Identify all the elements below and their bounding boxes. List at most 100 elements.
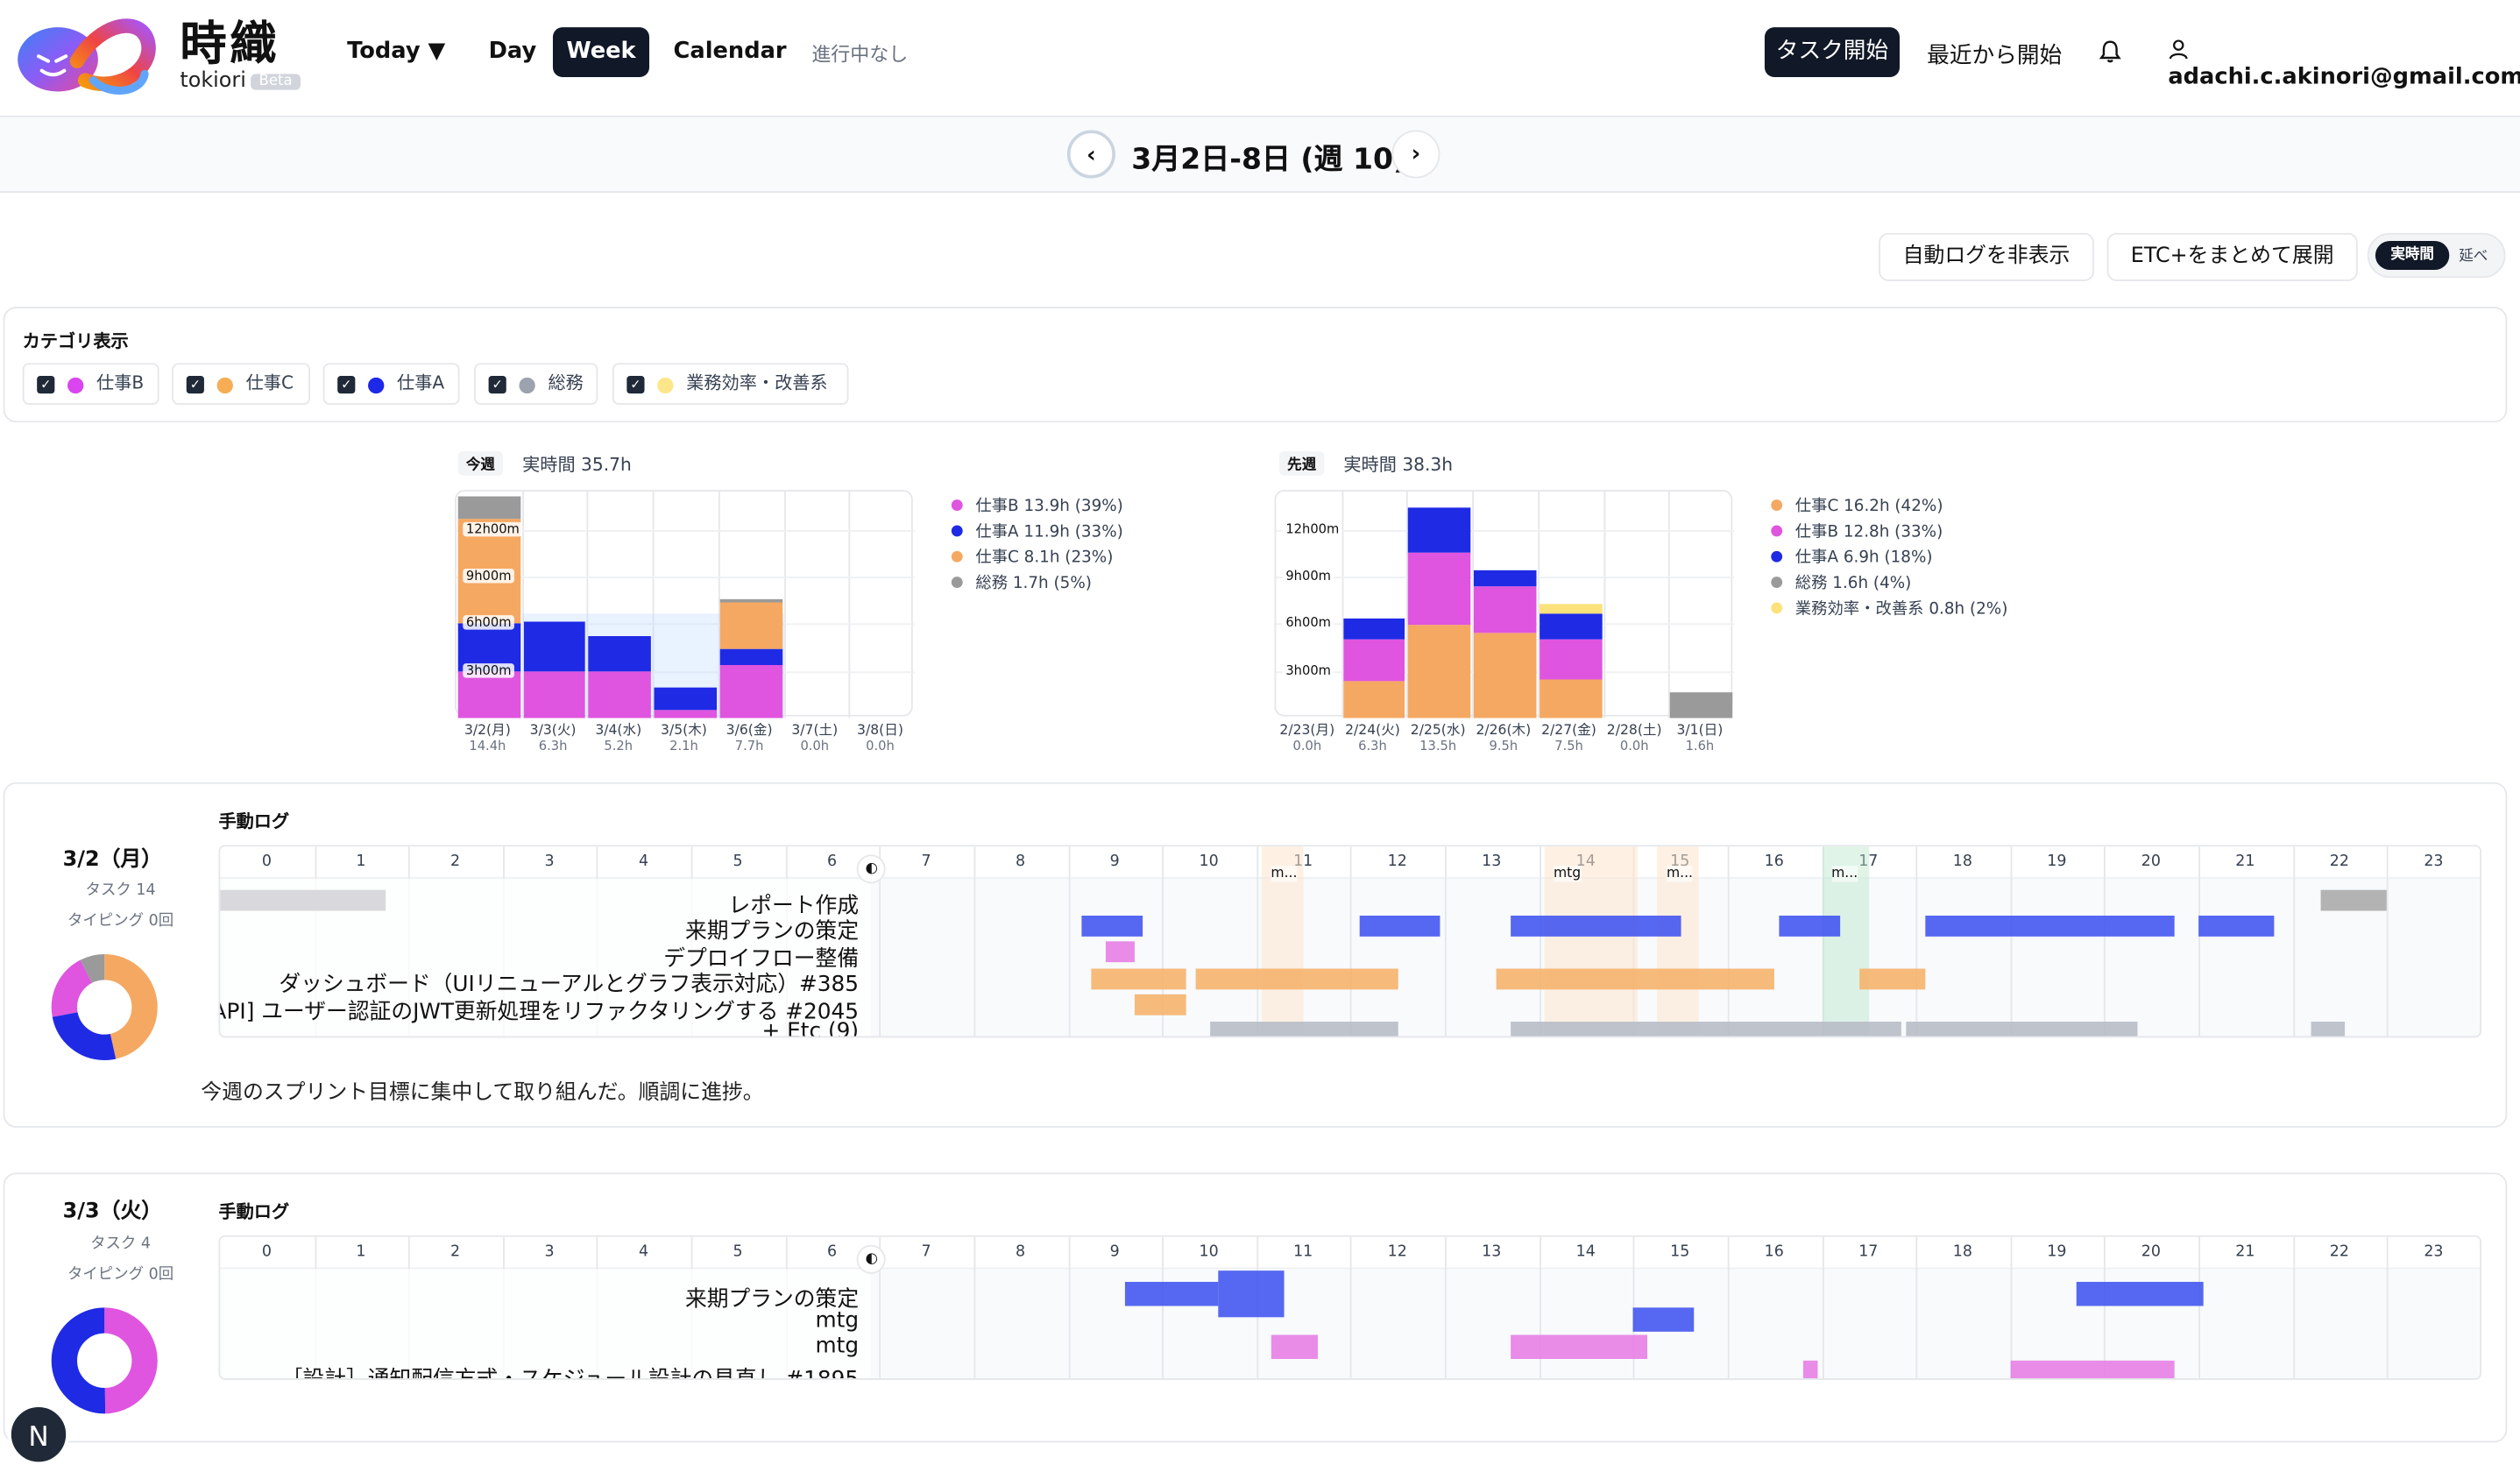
timeline-task-name[interactable]: [API] ユーザー認証のJWT更新処理をリファクタリングする #2045 xyxy=(218,998,860,1024)
start-task-button[interactable]: タスク開始 xyxy=(1764,27,1901,77)
time-mode-toggle[interactable]: 実時間 延べ xyxy=(2367,232,2506,279)
timeline-log-bar[interactable] xyxy=(1209,1021,1398,1037)
timeline-hour-line xyxy=(2010,846,2012,1037)
timeline-log-bar[interactable] xyxy=(2311,1021,2345,1037)
half-day-toggle-icon[interactable]: ◐ xyxy=(857,1244,887,1274)
timeline-log-bar[interactable] xyxy=(220,888,386,910)
chart-bar-segment[interactable] xyxy=(1539,678,1602,718)
timeline-task-name[interactable]: ダッシュボード（UIリニューアルとグラフ表示対応）#385 xyxy=(279,972,860,998)
timeline-log-bar[interactable] xyxy=(2320,888,2388,910)
timeline-log-bar[interactable] xyxy=(1497,967,1775,989)
chart-bar-segment[interactable] xyxy=(457,670,520,718)
category-checkbox[interactable]: ✓ xyxy=(37,375,55,394)
category-title: カテゴリ表示 xyxy=(22,330,129,352)
timeline-log-bar[interactable] xyxy=(1124,1281,1219,1306)
chart-bar-segment[interactable] xyxy=(1474,570,1537,586)
nav-week[interactable]: Week xyxy=(552,27,650,77)
timeline-hour-line xyxy=(1445,846,1447,1037)
timeline-log-bar[interactable] xyxy=(1802,1360,1817,1378)
chart-bar-segment[interactable] xyxy=(1408,625,1471,718)
meeting-band-label: m... xyxy=(1831,866,1858,882)
timeline-log-bar[interactable] xyxy=(1134,994,1186,1016)
timeline-log-bar[interactable] xyxy=(1925,915,2176,937)
day-timeline[interactable]: 01234567891011121314151617181920212223◐m… xyxy=(218,845,2481,1038)
category-checkbox[interactable]: ✓ xyxy=(186,375,204,394)
chart-bar-segment[interactable] xyxy=(654,710,717,718)
chart-bar-segment[interactable] xyxy=(1342,619,1405,640)
timeline-log-bar[interactable] xyxy=(1218,1270,1285,1317)
timeline-log-bar[interactable] xyxy=(1082,915,1143,937)
chart-bar-segment[interactable] xyxy=(719,648,782,665)
user-menu[interactable]: adachi.c.akinori@gmail.com xyxy=(2168,39,2520,90)
next-week-button[interactable]: › xyxy=(1391,130,1441,179)
prev-week-button[interactable]: ‹ xyxy=(1066,130,1115,179)
chart-bar-segment[interactable] xyxy=(1539,603,1602,614)
chart-bar-segment[interactable] xyxy=(719,664,782,718)
category-chip[interactable]: ✓ 仕事B xyxy=(22,363,159,405)
timeline-log-bar[interactable] xyxy=(2076,1281,2204,1306)
chart-bar-segment[interactable] xyxy=(1539,614,1602,640)
timeline-log-bar[interactable] xyxy=(1906,1021,2138,1037)
timeline-log-bar[interactable] xyxy=(1511,915,1681,937)
timeline-task-name[interactable]: mtg xyxy=(815,1333,860,1359)
timeline-log-bar[interactable] xyxy=(1859,967,1926,989)
timeline-task-name[interactable]: 来期プランの策定 xyxy=(684,919,860,945)
timeline-task-name[interactable]: ［設計］通知配信方式・スケジュール設計の見直し #1895 xyxy=(280,1366,860,1380)
toggle-real-time[interactable]: 実時間 xyxy=(2375,240,2450,270)
timeline-task-name[interactable]: mtg xyxy=(815,1306,860,1333)
chart-legend-item: 総務 1.7h (5%) xyxy=(951,569,1092,592)
chart-bar-segment[interactable] xyxy=(1474,585,1537,633)
category-checkbox[interactable]: ✓ xyxy=(626,375,645,394)
nav-day[interactable]: Day xyxy=(488,38,537,65)
category-chip[interactable]: ✓ 仕事A xyxy=(322,363,460,405)
recent-start-button[interactable]: 最近から開始 xyxy=(1927,43,2063,69)
timeline-task-name[interactable]: レポート作成 xyxy=(728,893,860,919)
chart-bar-segment[interactable] xyxy=(1408,506,1471,553)
timeline-task-name[interactable]: + Etc (9) xyxy=(761,1018,860,1038)
chart-bar-segment[interactable] xyxy=(1342,639,1405,683)
timeline-log-bar[interactable] xyxy=(1271,1334,1318,1359)
nav-calendar[interactable]: Calendar xyxy=(673,38,787,65)
chart-bar-segment[interactable] xyxy=(654,688,717,711)
chart-bar-segment[interactable] xyxy=(589,670,652,718)
day-timeline[interactable]: 0 1 2 3 4 5 6 7 8 9 10 11 12 13 14 15 16 17 18 19 20 21 22 23 ◐ 来… xyxy=(218,1235,2481,1380)
category-checkbox[interactable]: ✓ xyxy=(337,375,356,394)
timeline-log-bar[interactable] xyxy=(2198,915,2275,937)
chart-bar-segment[interactable] xyxy=(523,670,586,718)
chart-bar-segment[interactable] xyxy=(1342,682,1405,718)
category-chip[interactable]: ✓ 業務効率・改善系 xyxy=(612,363,849,405)
chart-bar-segment[interactable] xyxy=(1408,553,1471,626)
logo-icon[interactable] xyxy=(13,13,158,100)
timeline-log-bar[interactable] xyxy=(1633,1307,1695,1332)
chart-bar-segment[interactable] xyxy=(1670,692,1733,718)
nav-today-dropdown[interactable]: Today ▼ xyxy=(347,38,446,65)
chart-bar-segment[interactable] xyxy=(1539,639,1602,679)
timeline-log-bar[interactable] xyxy=(2010,1360,2176,1378)
timeline-log-bar[interactable] xyxy=(1360,915,1441,937)
timeline-log-bar[interactable] xyxy=(1511,1021,1902,1037)
chart-bar-segment[interactable] xyxy=(719,601,782,649)
category-checkbox[interactable]: ✓ xyxy=(488,375,506,394)
category-chip[interactable]: ✓ 総務 xyxy=(474,363,598,405)
bell-icon[interactable] xyxy=(2098,39,2123,64)
timeline-log-bar[interactable] xyxy=(1105,941,1135,963)
category-chip[interactable]: ✓ 仕事C xyxy=(172,363,310,405)
toggle-total-time[interactable]: 延べ xyxy=(2459,249,2488,265)
hide-auto-log-button[interactable]: 自動ログを非表示 xyxy=(1879,232,2094,281)
chart-bar-segment[interactable] xyxy=(523,621,586,671)
dev-badge[interactable]: N xyxy=(8,1404,69,1465)
chart-bar-segment[interactable] xyxy=(1474,633,1537,718)
timeline-log-bar[interactable] xyxy=(1511,1334,1648,1359)
timeline-log-bar[interactable] xyxy=(1779,915,1841,937)
timeline-task-name[interactable]: デプロイフロー整備 xyxy=(663,945,860,972)
chart-bar-segment[interactable] xyxy=(589,636,652,671)
chart-bar-segment[interactable] xyxy=(457,496,520,519)
timeline-log-bar[interactable] xyxy=(1195,967,1398,989)
timeline-hour-line xyxy=(2104,846,2106,1037)
half-day-toggle-icon[interactable]: ◐ xyxy=(857,854,887,884)
timeline-log-bar[interactable] xyxy=(1091,967,1186,989)
expand-etc-button[interactable]: ETC+をまとめて展開 xyxy=(2106,232,2358,281)
timeline-task-name[interactable]: 来期プランの策定 xyxy=(684,1286,860,1313)
timeline-hour-line xyxy=(879,846,881,1037)
chart-bar-segment[interactable] xyxy=(719,598,782,602)
